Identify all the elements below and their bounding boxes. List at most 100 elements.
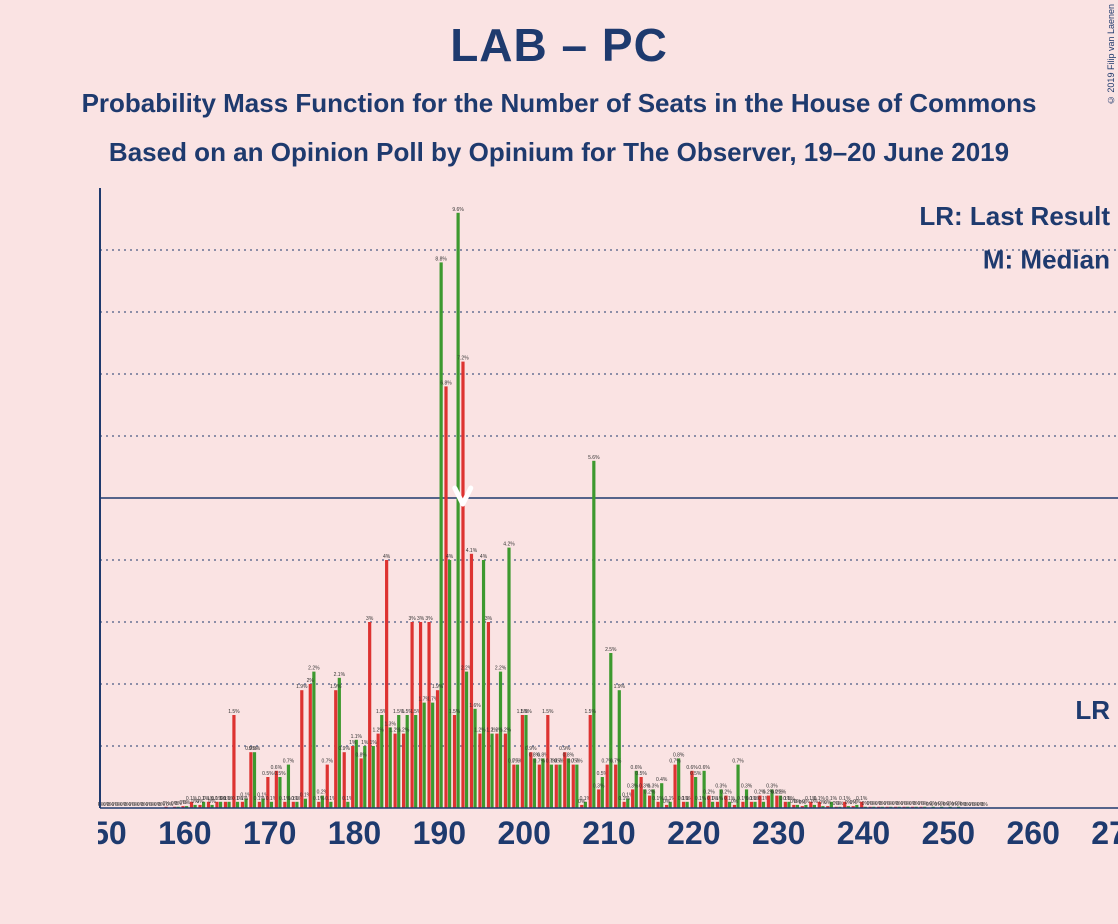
bar-series-b xyxy=(278,777,281,808)
x-tick-label: 200 xyxy=(497,815,550,851)
x-tick-label: 250 xyxy=(922,815,975,851)
bar-value-label: 0.3% xyxy=(627,783,639,789)
bar-value-label: 0.9% xyxy=(559,746,571,752)
bar-value-label: 0.2% xyxy=(775,790,787,796)
bar-series-a xyxy=(589,715,592,808)
bar-series-a xyxy=(563,752,566,808)
bar-value-label: 0.6% xyxy=(631,765,643,771)
bar-series-b xyxy=(541,758,544,808)
bar-series-b xyxy=(753,802,756,808)
bar-series-b xyxy=(694,777,697,808)
bar-value-label: 0.7% xyxy=(534,759,546,765)
bar-value-label: 1.5% xyxy=(520,709,532,715)
bar-value-label: 0.7% xyxy=(669,759,681,765)
bar-value-label: 3% xyxy=(408,616,416,622)
bar-series-a xyxy=(606,765,609,808)
bar-series-b xyxy=(414,715,417,808)
bar-series-a xyxy=(529,752,532,808)
bar-value-label: 4% xyxy=(446,554,454,560)
bar-series-b xyxy=(227,802,230,808)
copyright-label: © 2019 Filip van Laenen xyxy=(1106,4,1116,105)
bar-value-label: 1.2% xyxy=(474,728,486,734)
bar-value-label: 0.7% xyxy=(322,759,334,765)
bar-series-b xyxy=(270,802,273,808)
bar-series-a xyxy=(436,690,439,808)
bar-value-label: 0.8% xyxy=(673,752,685,758)
bar-series-a xyxy=(351,746,354,808)
bar-value-label: 3% xyxy=(417,616,425,622)
bar-series-a xyxy=(368,622,371,808)
bar-series-a xyxy=(427,622,430,808)
bar-value-label: 0.6% xyxy=(698,765,710,771)
bar-value-label: 2% xyxy=(307,678,315,684)
bar-series-b xyxy=(457,213,460,808)
bar-series-a xyxy=(394,734,397,808)
x-tick-label: 270 xyxy=(1091,815,1118,851)
bar-value-label: 0.9% xyxy=(339,746,351,752)
bar-series-a xyxy=(360,758,363,808)
bar-value-label: 2.2% xyxy=(308,666,320,672)
bar-series-a xyxy=(750,802,753,808)
bar-series-b xyxy=(329,802,332,808)
chart-title: LAB – PC xyxy=(0,18,1118,72)
bar-series-a xyxy=(300,690,303,808)
bar-series-a xyxy=(572,765,575,808)
chart-subtitle-2: Based on an Opinion Poll by Opinium for … xyxy=(0,137,1118,168)
bar-series-b xyxy=(236,802,239,808)
bar-series-b xyxy=(473,709,476,808)
bar-series-b xyxy=(516,765,519,808)
x-tick-label: 230 xyxy=(752,815,805,851)
bar-series-a xyxy=(631,789,634,808)
bar-value-label: 0.5% xyxy=(274,771,286,777)
bar-series-b xyxy=(440,262,443,808)
bar-series-b xyxy=(431,703,434,808)
bar-value-label: 1.1% xyxy=(351,734,363,740)
bar-series-a xyxy=(258,802,261,808)
x-tick-label: 180 xyxy=(328,815,381,851)
bar-series-b xyxy=(618,690,621,808)
bar-series-b xyxy=(609,653,612,808)
bar-value-label: 0.4% xyxy=(656,777,668,783)
bar-value-label: 0.6% xyxy=(686,765,698,771)
bar-value-label: 2.1% xyxy=(334,672,346,678)
lr-marker-label: LR xyxy=(1075,695,1110,725)
bar-value-label: 0% xyxy=(980,802,988,808)
bar-value-label: 0.1% xyxy=(313,796,325,802)
bar-value-label: 0.3% xyxy=(593,783,605,789)
bar-value-label: 1.2% xyxy=(372,728,384,734)
bar-value-label: 1% xyxy=(361,740,369,746)
bar-series-b xyxy=(592,461,595,808)
bar-series-b xyxy=(465,672,468,808)
bar-series-b xyxy=(499,672,502,808)
bar-series-a xyxy=(309,684,312,808)
bar-series-b xyxy=(304,799,307,808)
bar-series-a xyxy=(224,802,227,808)
bar-series-a xyxy=(453,715,456,808)
bar-series-b xyxy=(762,802,765,808)
bar-value-label: 1.3% xyxy=(385,721,397,727)
bar-value-label: 0.7% xyxy=(283,759,295,765)
bar-value-label: 0.5% xyxy=(635,771,647,777)
bar-value-label: 1.9% xyxy=(614,684,626,690)
bar-value-label: 1.5% xyxy=(542,709,554,715)
bar-value-label: 0.7% xyxy=(571,759,583,765)
bar-value-label: 0.3% xyxy=(741,783,753,789)
bar-series-a xyxy=(767,796,770,808)
bar-value-label: 1.5% xyxy=(228,709,240,715)
bar-series-a xyxy=(317,802,320,808)
bar-value-label: 0.3% xyxy=(648,783,660,789)
bar-value-label: 3% xyxy=(366,616,374,622)
bar-series-b xyxy=(533,758,536,808)
bar-series-a xyxy=(487,622,490,808)
bar-value-label: 1.9% xyxy=(330,684,342,690)
bar-series-a xyxy=(377,734,380,808)
legend-m: M: Median xyxy=(983,244,1110,274)
bar-series-a xyxy=(623,802,626,808)
bar-series-a xyxy=(266,777,269,808)
bar-series-a xyxy=(597,789,600,808)
bar-value-label: 1.2% xyxy=(398,728,410,734)
bar-series-a xyxy=(614,765,617,808)
bar-series-a xyxy=(470,554,473,808)
bar-series-a xyxy=(504,734,507,808)
x-tick-label: 190 xyxy=(413,815,466,851)
